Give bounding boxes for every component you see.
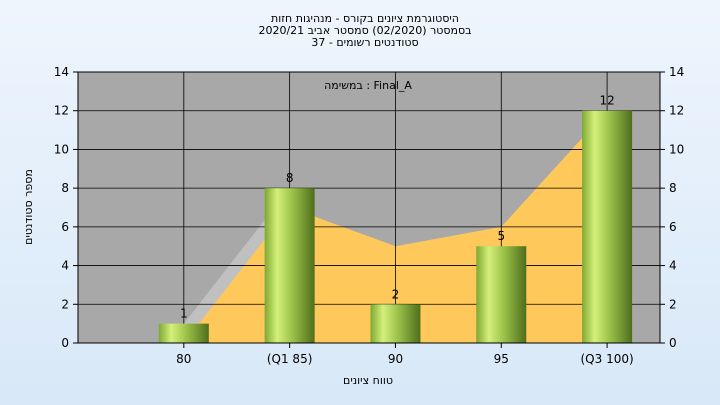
- bar-1: [158, 323, 209, 343]
- right-y-tick-label: 10: [669, 142, 684, 156]
- x-tick-label-4: 95: [494, 352, 509, 366]
- left-y-tick-label: 0: [61, 336, 69, 350]
- bar-5: [582, 110, 633, 343]
- left-y-tick-label: 10: [54, 142, 69, 156]
- bar-4: [476, 246, 527, 343]
- bar-2: [264, 188, 315, 343]
- data-label-4: 5: [497, 229, 505, 243]
- right-y-tick-label: 2: [669, 297, 677, 311]
- right-y-tick-label: 0: [669, 336, 677, 350]
- x-tick-label-1: 80: [176, 352, 191, 366]
- left-y-tick-label: 2: [61, 297, 69, 311]
- bar-3: [370, 304, 421, 343]
- x-tick-label-5: (Q3 100): [581, 352, 634, 366]
- chart-title-line-1: היסטוגרמת ציונים בקורס - מנהיגות חזות: [271, 12, 459, 25]
- data-label-3: 2: [392, 287, 400, 301]
- left-y-tick-label: 8: [61, 181, 69, 195]
- x-tick-label-2: (Q1 85): [267, 352, 313, 366]
- data-label-1: 1: [180, 307, 188, 321]
- right-y-tick-label: 4: [669, 259, 677, 273]
- x-tick-label-3: 90: [388, 352, 403, 366]
- left-y-tick-label: 4: [61, 259, 69, 273]
- right-y-tick-label: 8: [669, 181, 677, 195]
- right-y-tick-label: 6: [669, 220, 677, 234]
- left-y-tick-label: 14: [54, 65, 69, 79]
- data-label-2: 8: [286, 171, 294, 185]
- left-y-tick-label: 12: [54, 104, 69, 118]
- chart-title-line-3: סטודנטים רשומים - 37: [311, 36, 418, 49]
- x-axis-label: טווח ציונים: [343, 374, 393, 387]
- plot-frame: [77, 71, 661, 344]
- chart-title-line-2: בסמסטר (02/2020) סמסטר אביב 2020/21: [258, 24, 471, 37]
- data-label-5: 12: [599, 94, 614, 108]
- chart-annotation: במשימה : Final_A: [324, 79, 412, 92]
- y-axis-label: מספר סטודנטים: [22, 169, 35, 245]
- left-y-tick-label: 6: [61, 220, 69, 234]
- right-y-tick-label: 14: [669, 65, 684, 79]
- right-y-tick-label: 12: [669, 104, 684, 118]
